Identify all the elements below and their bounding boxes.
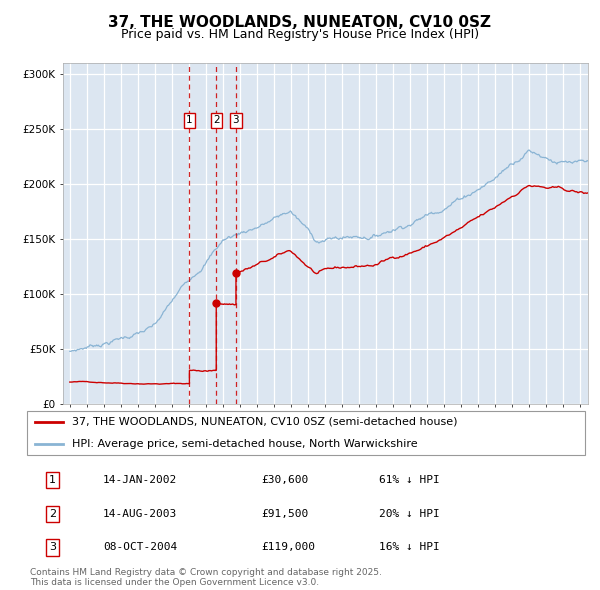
Text: 3: 3 [49, 542, 56, 552]
Text: Contains HM Land Registry data © Crown copyright and database right 2025.
This d: Contains HM Land Registry data © Crown c… [30, 568, 382, 587]
Text: 3: 3 [233, 115, 239, 125]
Text: £119,000: £119,000 [261, 542, 315, 552]
Text: 20% ↓ HPI: 20% ↓ HPI [379, 509, 440, 519]
Text: £91,500: £91,500 [261, 509, 308, 519]
Text: 2: 2 [49, 509, 56, 519]
Text: 2: 2 [213, 115, 220, 125]
Text: 08-OCT-2004: 08-OCT-2004 [103, 542, 177, 552]
Text: 1: 1 [49, 476, 56, 486]
Text: 1: 1 [186, 115, 193, 125]
Text: 37, THE WOODLANDS, NUNEATON, CV10 0SZ: 37, THE WOODLANDS, NUNEATON, CV10 0SZ [109, 15, 491, 30]
Text: 14-JAN-2002: 14-JAN-2002 [103, 476, 177, 486]
Text: 61% ↓ HPI: 61% ↓ HPI [379, 476, 440, 486]
Text: HPI: Average price, semi-detached house, North Warwickshire: HPI: Average price, semi-detached house,… [72, 439, 418, 449]
Text: £30,600: £30,600 [261, 476, 308, 486]
Text: 14-AUG-2003: 14-AUG-2003 [103, 509, 177, 519]
Text: Price paid vs. HM Land Registry's House Price Index (HPI): Price paid vs. HM Land Registry's House … [121, 28, 479, 41]
FancyBboxPatch shape [27, 411, 585, 455]
Text: 16% ↓ HPI: 16% ↓ HPI [379, 542, 440, 552]
Text: 37, THE WOODLANDS, NUNEATON, CV10 0SZ (semi-detached house): 37, THE WOODLANDS, NUNEATON, CV10 0SZ (s… [72, 417, 457, 427]
